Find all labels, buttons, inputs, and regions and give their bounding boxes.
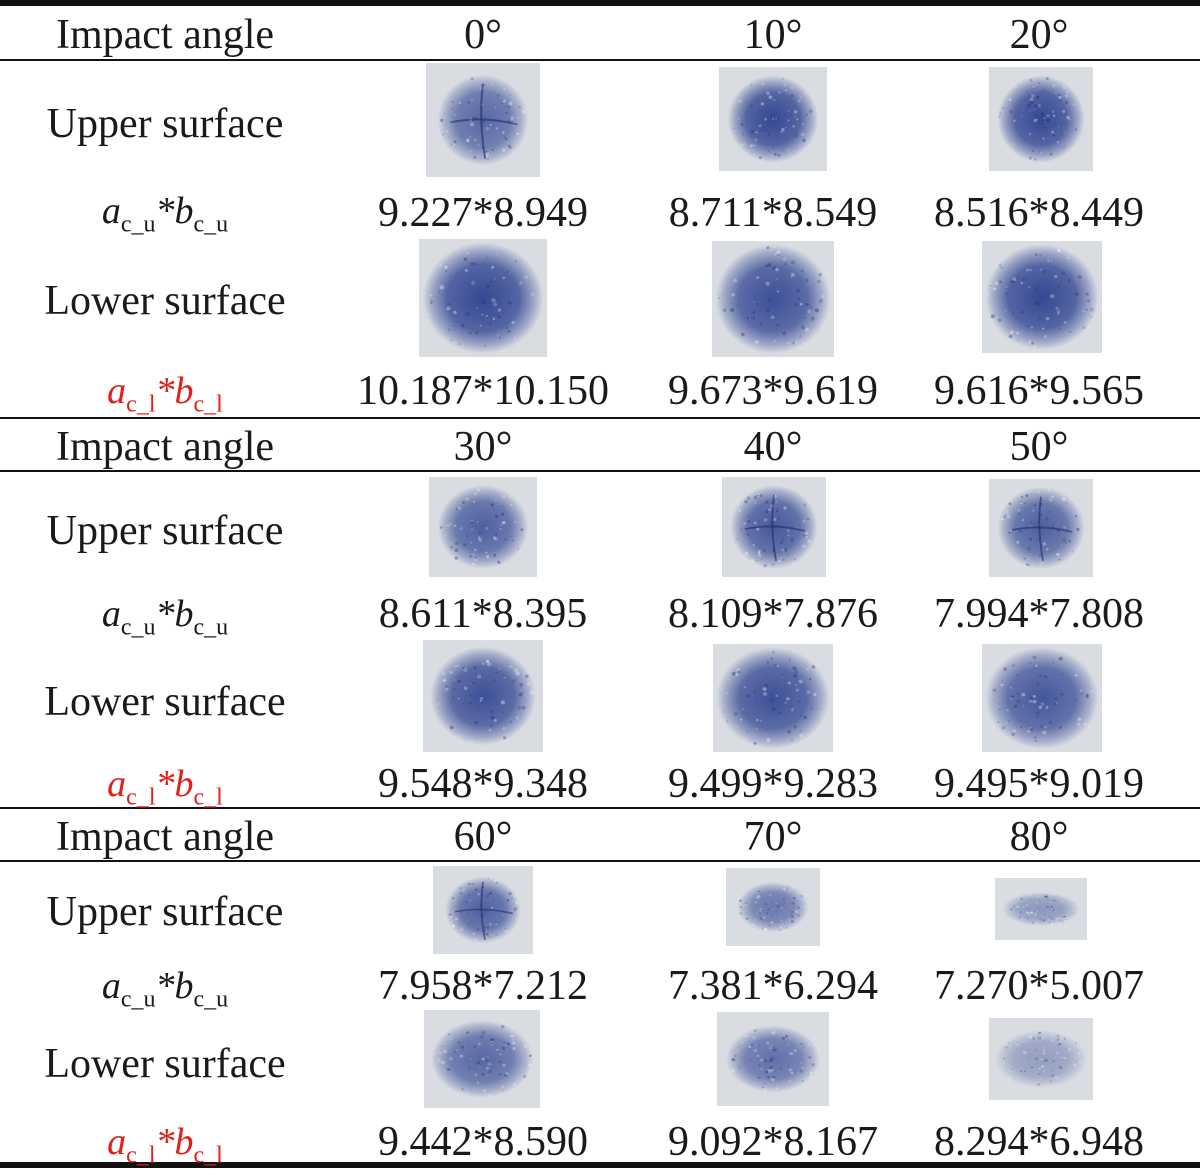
angle-header: 50° bbox=[1009, 424, 1069, 470]
group-divider-1 bbox=[0, 59, 1200, 61]
angle-header: 80° bbox=[1009, 814, 1069, 860]
angle-header: 70° bbox=[743, 814, 803, 860]
lower-surface-value: 9.616*9.565 bbox=[934, 368, 1144, 414]
upper-surface-value: 8.516*8.449 bbox=[934, 190, 1144, 236]
angle-header: 20° bbox=[1009, 12, 1069, 58]
formula-upper: ac_u*bc_u bbox=[101, 190, 229, 238]
row-label-lower-surface: Lower surface bbox=[44, 278, 286, 324]
upper-surface-stain-image bbox=[726, 868, 820, 946]
formula-lower: ac_l*bc_l bbox=[107, 370, 223, 418]
row-label-upper-surface: Upper surface bbox=[46, 508, 284, 554]
upper-surface-stain-image bbox=[989, 67, 1093, 171]
row-label-impact-angle: Impact angle bbox=[55, 814, 275, 860]
group-divider-3 bbox=[0, 470, 1200, 472]
lower-surface-value: 9.092*8.167 bbox=[668, 1119, 878, 1165]
group-divider-4 bbox=[0, 807, 1200, 809]
lower-surface-stain-image bbox=[419, 239, 547, 357]
lower-surface-value: 8.294*6.948 bbox=[934, 1119, 1144, 1165]
angle-header: 0° bbox=[464, 12, 502, 58]
lower-surface-stain-image bbox=[982, 644, 1102, 752]
upper-surface-value: 7.994*7.808 bbox=[934, 591, 1144, 637]
lower-surface-value: 9.548*9.348 bbox=[378, 761, 588, 807]
upper-surface-stain-image bbox=[433, 866, 533, 954]
lower-surface-value: 9.499*9.283 bbox=[668, 761, 878, 807]
formula-upper: ac_u*bc_u bbox=[101, 593, 229, 641]
upper-surface-value: 7.270*5.007 bbox=[934, 963, 1144, 1009]
lower-surface-stain-image bbox=[423, 640, 543, 752]
angle-header: 30° bbox=[453, 424, 513, 470]
row-label-impact-angle: Impact angle bbox=[55, 424, 275, 470]
upper-surface-stain-image bbox=[719, 67, 827, 171]
angle-header: 10° bbox=[743, 12, 803, 58]
upper-surface-stain-image bbox=[989, 479, 1093, 577]
upper-surface-value: 9.227*8.949 bbox=[378, 190, 588, 236]
angle-header: 60° bbox=[453, 814, 513, 860]
lower-surface-stain-image bbox=[712, 241, 834, 357]
upper-surface-value: 8.109*7.876 bbox=[668, 591, 878, 637]
bottom-rule bbox=[0, 1162, 1200, 1168]
group-divider-2 bbox=[0, 417, 1200, 419]
upper-surface-value: 8.611*8.395 bbox=[378, 591, 588, 637]
upper-surface-value: 8.711*8.549 bbox=[668, 190, 878, 236]
lower-surface-stain-image bbox=[713, 644, 833, 752]
upper-surface-value: 7.381*6.294 bbox=[668, 963, 878, 1009]
row-label-upper-surface: Upper surface bbox=[46, 101, 284, 147]
upper-surface-stain-image bbox=[429, 477, 537, 577]
group-divider-5 bbox=[0, 860, 1200, 862]
formula-lower: ac_l*bc_l bbox=[107, 1121, 223, 1169]
upper-surface-value: 7.958*7.212 bbox=[378, 963, 588, 1009]
upper-surface-stain-image bbox=[995, 878, 1087, 940]
row-label-lower-surface: Lower surface bbox=[44, 679, 286, 725]
row-label-upper-surface: Upper surface bbox=[46, 889, 284, 935]
formula-upper: ac_u*bc_u bbox=[101, 965, 229, 1013]
upper-surface-stain-image bbox=[722, 477, 826, 577]
angle-header: 40° bbox=[743, 424, 803, 470]
lower-surface-value: 9.442*8.590 bbox=[378, 1119, 588, 1165]
lower-surface-value: 9.673*9.619 bbox=[668, 368, 878, 414]
lower-surface-stain-image bbox=[982, 241, 1102, 353]
lower-surface-value: 10.187*10.150 bbox=[357, 368, 609, 414]
lower-surface-value: 9.495*9.019 bbox=[934, 761, 1144, 807]
formula-lower: ac_l*bc_l bbox=[107, 763, 223, 811]
lower-surface-stain-image bbox=[717, 1012, 829, 1106]
row-label-lower-surface: Lower surface bbox=[44, 1041, 286, 1087]
top-rule bbox=[0, 0, 1200, 6]
lower-surface-stain-image bbox=[989, 1018, 1093, 1100]
upper-surface-stain-image bbox=[426, 63, 540, 177]
row-label-impact-angle: Impact angle bbox=[55, 12, 275, 58]
lower-surface-stain-image bbox=[424, 1010, 540, 1108]
